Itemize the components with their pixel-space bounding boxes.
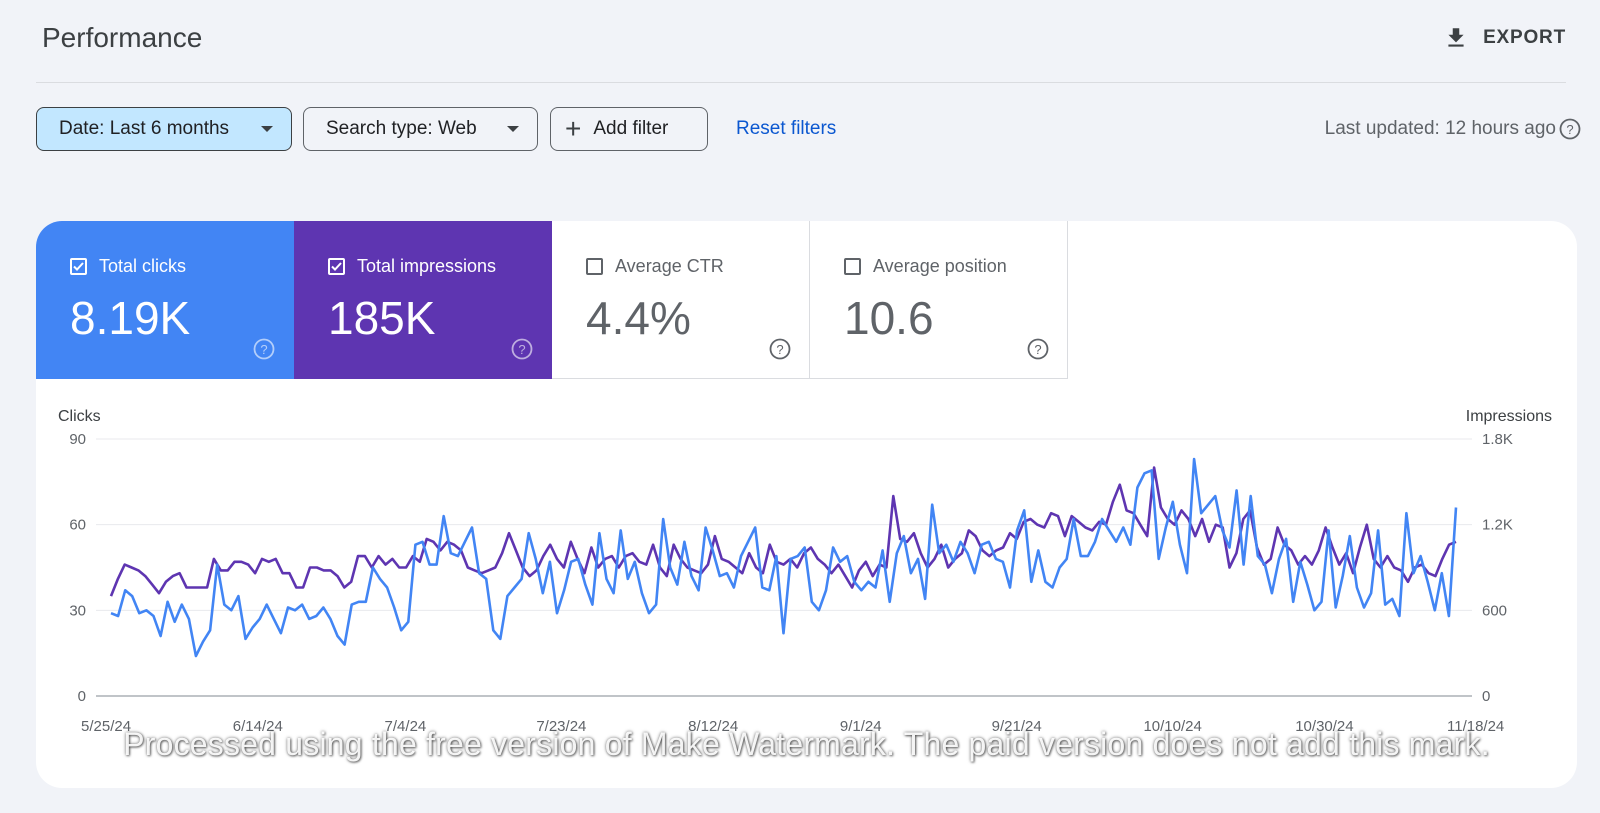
date-filter-label: Date: Last 6 months [59,118,230,139]
left-tick-label: 30 [69,602,86,619]
x-tick-label: 10/30/24 [1295,718,1353,735]
metric-total-impressions[interactable]: Total impressions 185K ? [294,221,552,379]
last-updated-text: Last updated: 12 hours ago [1324,118,1556,139]
x-tick-label: 8/12/24 [688,718,738,735]
checkbox-icon[interactable] [586,258,603,275]
metric-average-ctr[interactable]: Average CTR 4.4% ? [552,221,810,379]
metric-label: Average CTR [615,256,724,276]
add-filter-button[interactable]: + Add filter [550,107,708,151]
reset-filters-link[interactable]: Reset filters [736,118,837,139]
checkbox-icon[interactable] [844,258,861,275]
metric-label: Total clicks [99,256,187,276]
metric-average-position[interactable]: Average position 10.6 ? [810,221,1068,379]
x-tick-label: 6/14/24 [233,718,283,735]
right-tick-label: 0 [1482,688,1490,705]
metric-value: 10.6 [844,292,934,344]
svg-text:?: ? [1566,122,1573,137]
right-tick-label: 600 [1482,602,1507,619]
x-tick-label: 9/21/24 [992,718,1042,735]
page-title: Performance [42,22,203,53]
help-circle-icon[interactable]: ? [510,337,534,361]
x-tick-label: 7/23/24 [536,718,586,735]
x-tick-label: 7/4/24 [385,718,427,735]
metric-total-clicks[interactable]: Total clicks 8.19K ? [36,221,294,379]
metric-label: Total impressions [357,256,497,276]
add-filter-label: Add filter [593,118,669,139]
right-tick-label: 1.8K [1482,431,1513,448]
x-tick-label: 11/18/24 [1447,718,1504,735]
search-type-filter-chip[interactable]: Search type: Web [303,107,538,151]
performance-line-chart[interactable]: Clicks Impressions 0 0 30 600 60 1.2K 90 1.8K 5/… [36,221,1577,788]
right-axis-label: Impressions [1466,408,1552,425]
help-circle-icon[interactable]: ? [252,337,276,361]
plus-icon: + [565,113,582,144]
svg-text:?: ? [260,342,267,357]
metric-value: 8.19K [70,292,191,344]
x-tick-label: 10/10/24 [1143,718,1201,735]
x-tick-label: 9/1/24 [840,718,882,735]
export-button[interactable]: EXPORT [1443,20,1566,56]
metric-value: 185K [328,292,436,344]
svg-text:?: ? [518,342,525,357]
help-circle-icon[interactable]: ? [1026,337,1050,361]
checkbox-icon[interactable] [328,258,345,275]
date-filter-chip[interactable]: Date: Last 6 months [36,107,292,151]
svg-text:?: ? [1034,342,1041,357]
help-circle-icon[interactable]: ? [1558,117,1582,141]
left-tick-label: 60 [69,517,86,534]
metric-value: 4.4% [586,292,691,344]
left-tick-label: 90 [69,431,86,448]
caret-down-icon [261,126,273,132]
page-header: Performance EXPORT [36,0,1566,83]
right-tick-label: 1.2K [1482,517,1513,534]
download-icon [1448,28,1464,47]
performance-card: Total clicks 8.19K ? Total impressions 1… [36,221,1577,788]
caret-down-icon [507,126,519,132]
series-line-clicks[interactable] [110,457,1458,658]
metric-label: Average position [873,256,1007,276]
x-tick-label: 5/25/24 [81,718,131,735]
left-axis-label: Clicks [58,408,101,425]
series-line-impressions[interactable] [109,466,1457,597]
svg-text:?: ? [776,342,783,357]
export-label: EXPORT [1483,27,1566,48]
checkbox-icon[interactable] [70,258,87,275]
left-tick-label: 0 [78,688,86,705]
help-circle-icon[interactable]: ? [768,337,792,361]
search-type-label: Search type: Web [326,118,477,139]
